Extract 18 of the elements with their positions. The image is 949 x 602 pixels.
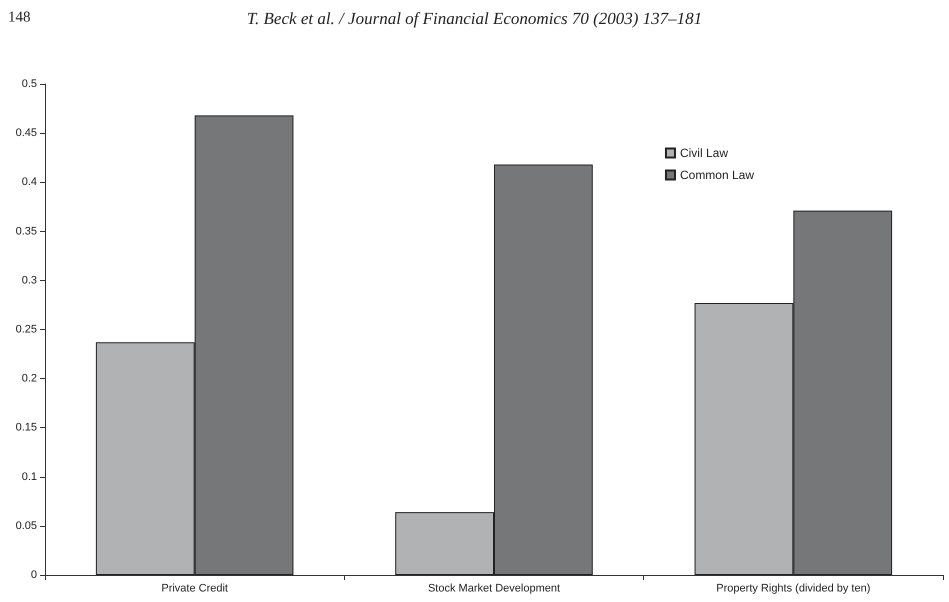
y-tick-label: 0.2	[22, 372, 37, 385]
text: T. Beck et al. / Journal of Financial Economics 70 (2003) 137–181	[246, 9, 702, 28]
x-tick-label: Stock Market Development	[428, 582, 560, 594]
y-tick-label: 0.4	[22, 176, 37, 188]
x-tick-label: Private Credit	[161, 582, 228, 594]
y-tick-label: 0.3	[22, 274, 37, 286]
y-tick-label: 0.15	[16, 422, 37, 434]
y-tick-label: 0.35	[16, 225, 37, 238]
y-tick-label: 0.5	[22, 78, 37, 90]
y-tick-label: 0.45	[16, 127, 37, 140]
legend-label: Civil Law	[680, 146, 728, 160]
y-tick-label: 0.1	[22, 470, 37, 483]
y-tick-label: 0.05	[16, 520, 37, 532]
x-tick-label: Property Rights (divided by ten)	[716, 582, 870, 594]
y-tick-label: 0.25	[16, 324, 37, 336]
text: 148	[8, 10, 30, 26]
y-tick-label: 0	[30, 569, 37, 581]
legend-label: Common Law	[680, 168, 754, 182]
